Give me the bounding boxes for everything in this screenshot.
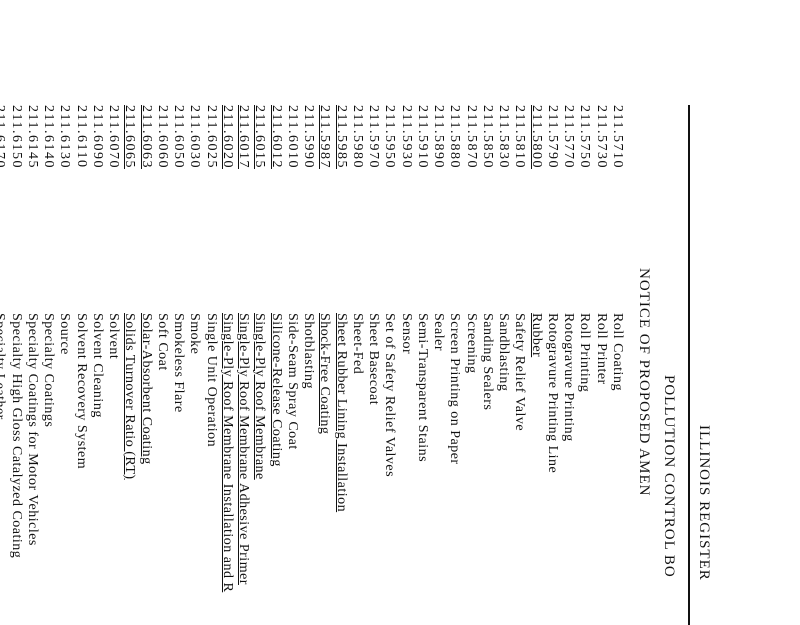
section-number: 211.5710 (610, 105, 625, 169)
section-title: Roll Printing (577, 313, 593, 393)
section-number: 211.5870 (463, 105, 479, 169)
section-number: 211.6170 (0, 105, 8, 169)
section-title: Screen Printing on Paper (447, 313, 463, 465)
section-title: Sheet Basecoat (366, 313, 382, 406)
section-number: 211.5730 (593, 105, 609, 169)
section-title: Solvent Recovery System (73, 313, 89, 470)
section-title: Single Unit Operation (203, 313, 219, 448)
section-number: 211.5985 (333, 105, 349, 169)
section-number: 211.6012 (268, 105, 284, 169)
section-title: Smokeless Flare (171, 313, 187, 413)
section-title: Solar-Absorbent Coating (138, 313, 154, 465)
section-number: 211.6070 (106, 105, 122, 169)
section-number: 211.5970 (366, 105, 382, 169)
section-title: Shock-Free Coating (317, 313, 333, 435)
section-number: 211.5790 (545, 105, 560, 169)
section-title: Soft Coat (155, 313, 170, 371)
section-title: Rotogravure Printing Line (545, 313, 560, 474)
register-title: ILLINOIS REGISTER (696, 425, 712, 581)
section-title: Specialty Coatings for Motor Vehicles (25, 313, 40, 546)
section-title: Screening (463, 313, 479, 374)
section-number: 211.6063 (138, 105, 154, 169)
section-title: Specialty Leather (0, 313, 8, 420)
section-number: 211.5770 (561, 105, 577, 169)
section-title: Rotogravure Printing (561, 313, 577, 442)
section-number: 211.5890 (431, 105, 447, 169)
section-title: Sheet-Fed (350, 313, 365, 375)
section-number: 211.5810 (512, 105, 528, 169)
section-title: Single-Ply Roof Membrane Adhesive Primer (236, 313, 252, 585)
section-title: Shotblasting (301, 313, 317, 390)
section-title: Sensor (398, 313, 414, 355)
section-number: 211.6145 (25, 105, 40, 169)
section-number: 211.6060 (155, 105, 170, 169)
section-title: Sanding Sealers (480, 313, 495, 411)
section-title: Specialty High Gloss Catalyzed Coating (8, 313, 24, 559)
header-rule (688, 105, 690, 625)
section-title: Safety Relief Valve (512, 313, 528, 432)
section-title: Semi-Transparent Stains (415, 313, 430, 463)
section-title: Sandblasting (496, 313, 512, 392)
section-number: 211.6010 (285, 105, 300, 169)
section-number: 211.5910 (415, 105, 430, 169)
section-title: Roll Coating (610, 313, 625, 391)
section-number: 211.6130 (57, 105, 73, 169)
section-title: Solvent (106, 313, 122, 360)
section-number: 211.5800 (528, 105, 544, 169)
section-number: 211.5990 (301, 105, 317, 169)
section-number: 211.6015 (252, 105, 268, 169)
section-number: 211.6065 (122, 105, 138, 169)
section-title: Sheet Rubber Lining Installation (333, 313, 349, 513)
section-title: Set of Safety Relief Valves (382, 313, 398, 478)
section-number: 211.5980 (350, 105, 365, 169)
section-number: 211.5850 (480, 105, 495, 169)
section-title: Single-Ply Roof Membrane Installation an… (220, 313, 235, 593)
section-number: 211.6020 (220, 105, 235, 169)
section-title: Smoke (187, 313, 203, 355)
section-number: 211.6025 (203, 105, 219, 169)
section-number: 211.6017 (236, 105, 252, 169)
section-number: 211.6110 (73, 105, 89, 169)
section-number: 211.6090 (90, 105, 105, 169)
section-number: 211.5987 (317, 105, 333, 169)
section-number: 211.6030 (187, 105, 203, 169)
section-number: 211.5750 (577, 105, 593, 169)
section-title: Silicone-Release Coating (268, 313, 284, 467)
section-number: 211.6050 (171, 105, 187, 169)
section-title: Roll Printer (593, 313, 609, 385)
section-title: Side-Seam Spray Coat (285, 313, 300, 450)
notice-title: NOTICE OF PROPOSED AMEN (636, 268, 652, 497)
section-title: Sealer (431, 313, 447, 351)
section-number: 211.5930 (398, 105, 414, 169)
section-title: Solvent Cleaning (90, 313, 105, 418)
section-number: 211.5950 (382, 105, 398, 169)
section-number: 211.5880 (447, 105, 463, 169)
board-title: POLLUTION CONTROL BO (661, 375, 677, 578)
section-title: Rubber (528, 313, 544, 358)
section-title: Solids Turnover Ratio (RT) (122, 313, 138, 480)
section-number: 211.5830 (496, 105, 512, 169)
section-number: 211.6150 (8, 105, 24, 169)
section-title: Source (57, 313, 73, 355)
section-title: Specialty Coatings (41, 313, 57, 428)
section-title: Single-Ply Roof Membrane (252, 313, 268, 480)
section-number: 211.6140 (41, 105, 57, 169)
